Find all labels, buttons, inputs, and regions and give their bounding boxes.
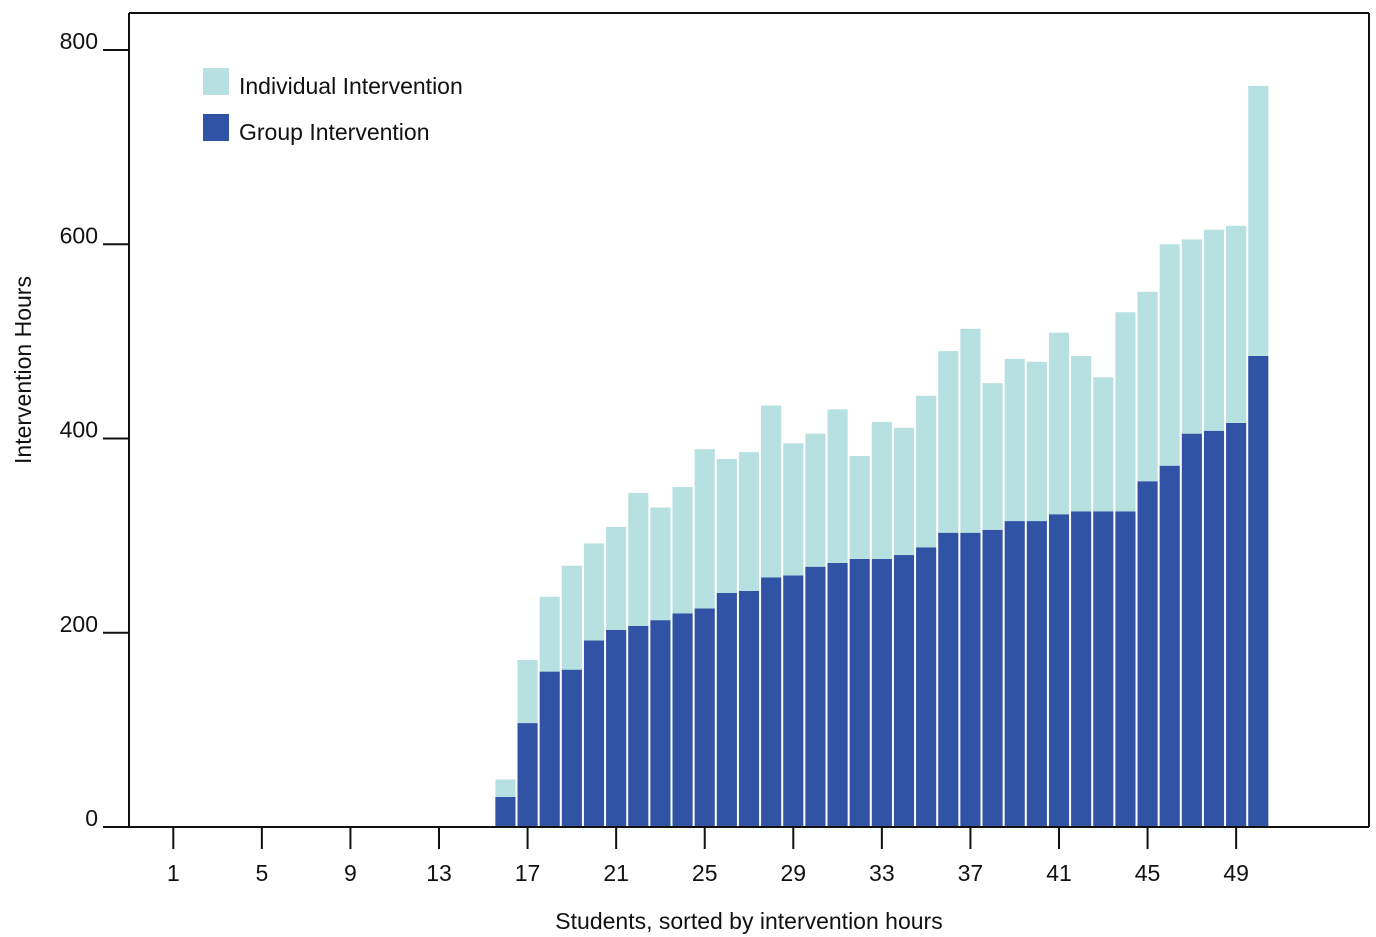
bar-group-intervention [982,529,1003,827]
y-tick-label: 400 [60,417,98,443]
bar-individual-intervention [539,596,560,672]
bar-individual-intervention [1048,332,1070,515]
x-axis-label: Students, sorted by intervention hours [555,908,942,934]
x-tick-label: 49 [1223,860,1249,886]
y-tick-label: 0 [85,805,98,831]
bar-individual-intervention [495,779,516,797]
bar-group-intervention [1181,433,1202,827]
bar-group-intervention [916,547,937,827]
bar-individual-intervention [1203,229,1225,431]
bar-individual-intervention [871,421,892,559]
bar-individual-intervention [1181,239,1202,434]
y-tick-label: 800 [60,28,98,54]
bar-group-intervention [606,629,627,827]
x-tick-label: 41 [1046,860,1072,886]
bar-individual-intervention [1137,291,1158,482]
bar-group-intervention [628,625,649,827]
bar-group-intervention [1048,514,1070,827]
bar-group-intervention [517,723,538,827]
bar-group-intervention [1159,465,1180,827]
bar-individual-intervention [893,427,915,556]
legend-label-group: Group Intervention [239,119,430,145]
bar-group-intervention [783,575,804,827]
bar-individual-intervention [982,383,1003,530]
bar-group-intervention [938,532,959,827]
bar-individual-intervention [938,351,959,533]
bar-individual-intervention [1071,355,1092,512]
bar-group-intervention [827,562,848,827]
legend-swatch-individual [203,68,229,95]
bar-group-intervention [1071,511,1092,827]
bar-individual-intervention [1159,244,1180,466]
bar-group-intervention [1026,521,1047,827]
x-tick-label: 45 [1135,860,1161,886]
bar-individual-intervention [517,659,538,724]
bar-group-intervention [495,796,516,827]
bar-individual-intervention [628,492,649,626]
x-tick-label: 29 [780,860,806,886]
bar-individual-intervention [827,409,848,563]
bar-group-intervention [1137,481,1158,827]
bar-group-intervention [1004,521,1025,827]
legend-swatch-group [203,114,229,141]
x-tick-label: 21 [603,860,629,886]
bar-group-intervention [893,555,915,827]
bar-group-intervention [539,671,560,827]
y-axis-label: Intervention Hours [10,276,36,464]
legend: Individual Intervention Group Interventi… [203,68,463,145]
bar-group-intervention [960,532,981,827]
bar-individual-intervention [694,449,715,609]
bar-individual-intervention [1026,361,1047,522]
bar-individual-intervention [849,455,870,559]
bar-individual-intervention [761,405,782,578]
bar-individual-intervention [583,543,605,641]
x-tick-label: 9 [344,860,357,886]
bar-group-intervention [805,566,826,827]
bar-group-intervention [1203,430,1225,827]
bar-individual-intervention [805,433,826,567]
y-tick-label: 600 [60,222,98,248]
y-tick-label: 200 [60,611,98,637]
bar-individual-intervention [916,395,937,548]
bars [495,85,1269,827]
x-tick-label: 13 [426,860,452,886]
bar-individual-intervention [606,526,627,630]
bar-group-intervention [1226,422,1247,827]
bar-group-intervention [1093,511,1114,827]
bar-individual-intervention [716,458,737,593]
bar-group-intervention [716,592,737,827]
bar-individual-intervention [561,565,582,670]
bar-group-intervention [650,620,671,827]
bar-group-intervention [761,577,782,827]
bar-group-intervention [672,613,693,827]
x-tick-label: 1 [167,860,180,886]
x-axis-ticks: 1 5 9 13 17 21 25 29 33 37 41 45 49 [167,827,1249,886]
bar-individual-intervention [1004,358,1025,522]
x-tick-label: 37 [958,860,984,886]
bar-individual-intervention [783,443,804,576]
x-tick-label: 33 [869,860,895,886]
y-axis-ticks: 0 200 400 600 800 [60,28,129,831]
x-tick-label: 17 [515,860,541,886]
bar-group-intervention [583,640,605,827]
bar-individual-intervention [1248,85,1269,356]
legend-label-individual: Individual Intervention [239,73,463,99]
bar-individual-intervention [1093,377,1114,512]
bar-individual-intervention [960,328,981,533]
bar-individual-intervention [1115,312,1136,512]
bar-individual-intervention [650,507,671,621]
bar-group-intervention [694,608,715,827]
bar-individual-intervention [672,487,693,614]
x-tick-label: 5 [255,860,268,886]
bar-group-intervention [849,558,870,827]
bar-group-intervention [561,669,582,827]
bar-group-intervention [1115,511,1136,827]
bar-group-intervention [1248,355,1269,827]
bar-group-intervention [871,558,892,827]
bar-individual-intervention [1226,225,1247,423]
bar-group-intervention [738,590,760,827]
bar-individual-intervention [738,452,760,591]
x-tick-label: 25 [692,860,718,886]
